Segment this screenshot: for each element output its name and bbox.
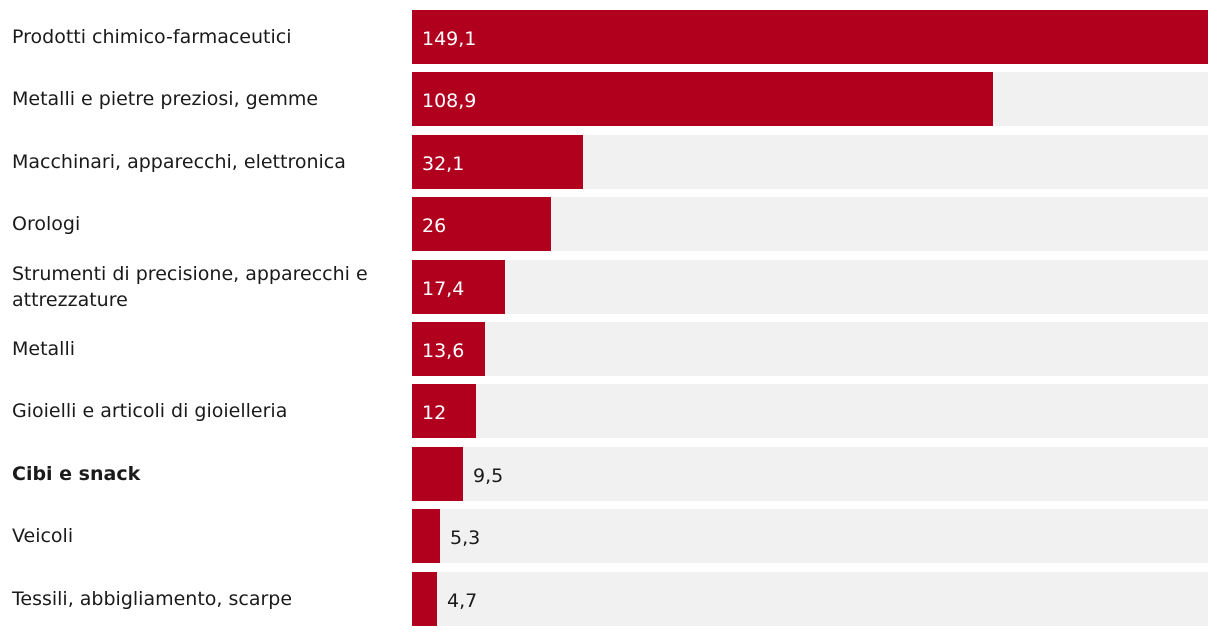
bar [412,509,440,563]
value-label: 12 [422,402,447,424]
bar [412,197,551,251]
value-label: 5,3 [450,527,481,549]
value-label: 26 [422,215,447,237]
bar-track: 149,1 [412,10,1208,64]
bar-track: 32,1 [412,135,1208,189]
value-label: 13,6 [422,340,465,362]
value-label: 149,1 [422,28,477,50]
value-label: 4,7 [447,590,478,612]
chart-row: Gioielli e articoli di gioielleria 12 [0,384,1220,438]
chart-row: Orologi 26 [0,197,1220,251]
chart-row: Tessili, abbigliamento, scarpe 4,7 [0,572,1220,626]
bar [412,322,485,376]
category-label: Prodotti chimico-farmaceutici [12,26,292,48]
bar [412,72,993,126]
bar [412,384,476,438]
category-label: Macchinari, apparecchi, elettronica [12,151,346,173]
bar-track: 5,3 [412,509,1208,563]
chart-row: Prodotti chimico-farmaceutici 149,1 [0,10,1220,64]
bar-track: 108,9 [412,72,1208,126]
chart-row: Veicoli 5,3 [0,509,1220,563]
category-label: Orologi [12,213,81,235]
bar [412,260,505,314]
category-label: Gioielli e articoli di gioielleria [12,400,288,422]
chart-row: Macchinari, apparecchi, elettronica 32,1 [0,135,1220,189]
category-label: Metalli [12,338,76,360]
chart-row: Metalli e pietre preziosi, gemme 108,9 [0,72,1220,126]
value-label: 108,9 [422,90,477,112]
category-label: Tessili, abbigliamento, scarpe [12,588,293,610]
bar [412,135,583,189]
bar [412,10,1208,64]
bar-track: 4,7 [412,572,1208,626]
bar [412,572,437,626]
value-label: 32,1 [422,153,465,175]
bar-track: 26 [412,197,1208,251]
bar-track: 17,4 [412,260,1208,314]
bar [412,447,463,501]
category-label: Cibi e snack [12,463,141,485]
chart-row: Metalli 13,6 [0,322,1220,376]
value-label: 9,5 [473,465,504,487]
category-label: Metalli e pietre preziosi, gemme [12,88,319,110]
chart-row: Cibi e snack 9,5 [0,447,1220,501]
chart-row: Strumenti di precisione, apparecchi e at… [0,260,1220,314]
bar-track: 13,6 [412,322,1208,376]
category-label: Veicoli [12,525,74,547]
bar-track: 12 [412,384,1208,438]
value-label: 17,4 [422,278,465,300]
category-label: Strumenti di precisione, apparecchi e at… [12,263,368,311]
bar-track: 9,5 [412,447,1208,501]
